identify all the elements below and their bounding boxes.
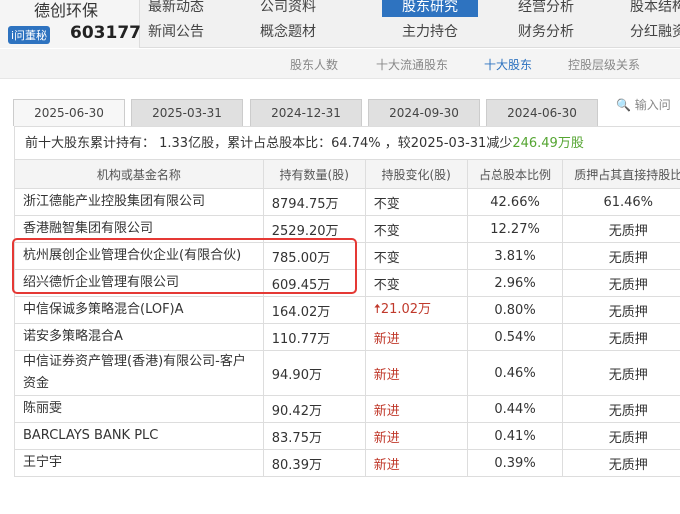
shares-held: 8794.75万 xyxy=(262,188,366,216)
column-header: 机构或基金名称 xyxy=(14,159,264,189)
nav-item[interactable]: 概念题材 xyxy=(260,24,316,40)
pledge-ratio: 无质押 xyxy=(562,242,680,270)
nav-item[interactable]: 股本结构 xyxy=(630,0,680,15)
table-row: 绍兴德忻企业管理有限公司 609.45万 不变 2.96% 无质押 xyxy=(14,269,680,297)
table-row: 杭州展创企业管理合伙企业(有限合伙) 785.00万 不变 3.81% 无质押 xyxy=(14,242,680,270)
brand: 德创环保 i问董秘 603177 xyxy=(0,0,141,48)
pledge-ratio: 无质押 xyxy=(562,350,680,396)
summary: 前十大股东累计持有： 1.33亿股，累计占总股本比：64.74% ，较2025-… xyxy=(14,126,680,159)
pledge-ratio: 无质押 xyxy=(562,215,680,243)
shares-held: 110.77万 xyxy=(262,323,366,351)
pledge-ratio: 无质押 xyxy=(562,422,680,450)
table-row: 王宁宇 80.39万 新进 0.39% 无质押 xyxy=(14,449,680,477)
table-row: BARCLAYS BANK PLC 83.75万 新进 0.41% 无质押 xyxy=(14,422,680,450)
nav-item[interactable]: 主力持仓 xyxy=(402,24,458,40)
share-ratio: 2.96% xyxy=(466,269,564,297)
date-tab[interactable]: 2025-03-31 xyxy=(131,99,243,126)
subnav-item[interactable]: 控股层级关系 xyxy=(568,58,641,72)
subnav-item[interactable]: 十大流通股东 xyxy=(376,58,449,72)
date-tab[interactable]: 2024-12-31 xyxy=(250,99,362,126)
column-header: 持有数量(股) xyxy=(262,159,366,189)
subnav-item[interactable]: 十大股东 xyxy=(484,58,533,72)
nav-item[interactable]: 最新动态 xyxy=(148,0,204,15)
shares-held: 609.45万 xyxy=(262,269,366,297)
share-ratio: 0.41% xyxy=(466,422,564,450)
company-name: 德创环保 xyxy=(34,1,99,20)
nav-item[interactable]: 分红融资 xyxy=(630,24,680,40)
table-row: 陈丽雯 90.42万 新进 0.44% 无质押 xyxy=(14,395,680,423)
share-ratio: 0.44% xyxy=(466,395,564,423)
shareholder-name[interactable]: 绍兴德忻企业管理有限公司 xyxy=(14,269,264,297)
share-change: 🠅21.02万 xyxy=(364,296,468,324)
column-header: 质押占其直接持股比 xyxy=(562,159,680,189)
shareholder-name[interactable]: 浙江德能产业控股集团有限公司 xyxy=(14,188,264,216)
nav-item[interactable]: 公司资料 xyxy=(260,0,316,15)
share-ratio: 0.46% xyxy=(466,350,564,396)
share-change: 不变 xyxy=(364,242,468,270)
shareholder-name[interactable]: 中信保诚多策略混合(LOF)A xyxy=(14,296,264,324)
pledge-ratio: 无质押 xyxy=(562,296,680,324)
share-change: 新进 xyxy=(364,395,468,423)
pledge-ratio: 无质押 xyxy=(562,269,680,297)
table-row: 诺安多策略混合A 110.77万 新进 0.54% 无质押 xyxy=(14,323,680,351)
pledge-ratio: 61.46% xyxy=(562,188,680,216)
pledge-ratio: 无质押 xyxy=(562,449,680,477)
share-ratio: 0.80% xyxy=(466,296,564,324)
sub-nav: 股东人数 十大流通股东 十大股东 控股层级关系 xyxy=(0,49,680,79)
date-tab[interactable]: 2024-09-30 xyxy=(368,99,480,126)
share-ratio: 42.66% xyxy=(466,188,564,216)
shareholders-table: 机构或基金名称 持有数量(股) 持股变化(股) 占总股本比例 质押占其直接持股比 浙江德能… xyxy=(14,159,680,477)
nav-item[interactable]: 经营分析 xyxy=(518,0,574,15)
table-row: 中信保诚多策略混合(LOF)A 164.02万 🠅21.02万 0.80% 无质押 xyxy=(14,296,680,324)
shares-held: 164.02万 xyxy=(262,296,366,324)
shareholder-name[interactable]: 杭州展创企业管理合伙企业(有限合伙) xyxy=(14,242,264,270)
search-input[interactable]: 🔍 输入问 xyxy=(616,98,671,112)
shares-held: 94.90万 xyxy=(262,350,366,396)
shares-held: 80.39万 xyxy=(262,449,366,477)
column-header: 占总股本比例 xyxy=(466,159,564,189)
shareholder-name[interactable]: 香港融智集团有限公司 xyxy=(14,215,264,243)
ask-secretary-button[interactable]: i问董秘 xyxy=(8,26,51,44)
table-row: 浙江德能产业控股集团有限公司 8794.75万 不变 42.66% 61.46% xyxy=(14,188,680,216)
share-ratio: 12.27% xyxy=(466,215,564,243)
nav-item[interactable]: 财务分析 xyxy=(518,24,574,40)
shareholder-name[interactable]: 陈丽雯 xyxy=(14,395,264,423)
table-row: 香港融智集团有限公司 2529.20万 不变 12.27% 无质押 xyxy=(14,215,680,243)
share-change: 新进 xyxy=(364,422,468,450)
shares-held: 83.75万 xyxy=(262,422,366,450)
date-tab[interactable]: 2025-06-30 xyxy=(13,99,125,126)
nav-item[interactable]: 股东研究 xyxy=(382,0,478,17)
share-ratio: 0.39% xyxy=(466,449,564,477)
share-change: 不变 xyxy=(364,188,468,216)
share-change: 新进 xyxy=(364,449,468,477)
search-icon: 🔍 xyxy=(616,98,631,112)
date-tab[interactable]: 2024-06-30 xyxy=(486,99,598,126)
shares-held: 785.00万 xyxy=(262,242,366,270)
shareholder-name[interactable]: 诺安多策略混合A xyxy=(14,323,264,351)
shares-held: 90.42万 xyxy=(262,395,366,423)
pledge-ratio: 无质押 xyxy=(562,395,680,423)
share-ratio: 0.54% xyxy=(466,323,564,351)
shareholder-name[interactable]: 中信证券资产管理(香港)有限公司-客户资金 xyxy=(14,350,264,396)
share-change: 新进 xyxy=(364,350,468,396)
pledge-ratio: 无质押 xyxy=(562,323,680,351)
share-ratio: 3.81% xyxy=(466,242,564,270)
subnav-item[interactable]: 股东人数 xyxy=(290,58,339,72)
shares-held: 2529.20万 xyxy=(262,215,366,243)
nav-item[interactable]: 新闻公告 xyxy=(148,24,204,40)
column-header: 持股变化(股) xyxy=(364,159,468,189)
stock-code: 603177 xyxy=(70,23,141,43)
share-change: 不变 xyxy=(364,269,468,297)
increase-arrow-icon: 🠅 xyxy=(373,302,381,317)
shareholder-name[interactable]: 王宁宇 xyxy=(14,449,264,477)
table-row: 中信证券资产管理(香港)有限公司-客户资金 94.90万 新进 0.46% 无质押 xyxy=(14,350,680,396)
share-change: 不变 xyxy=(364,215,468,243)
shareholder-name[interactable]: BARCLAYS BANK PLC xyxy=(14,422,264,450)
share-change: 新进 xyxy=(364,323,468,351)
top-nav: 德创环保 i问董秘 603177 最新动态 公司资料 股东研究 经营分析 股本结构新闻公… xyxy=(0,0,680,48)
